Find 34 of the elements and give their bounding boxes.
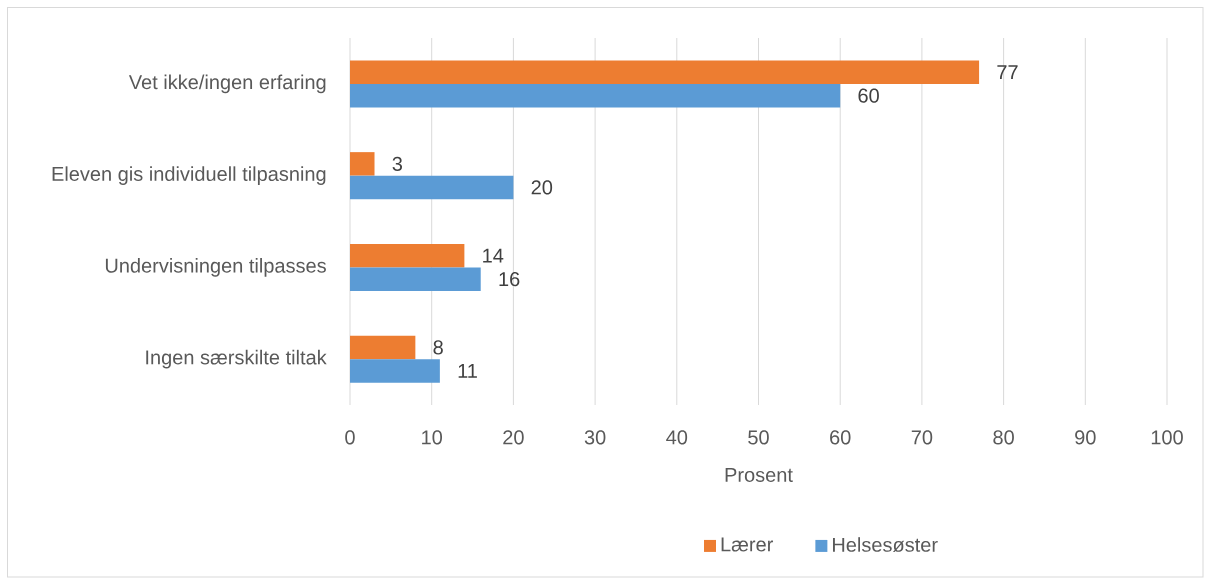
x-tick-label: 60 [830,430,851,445]
x-tick-label: 50 [748,430,769,445]
x-tick-label: 10 [422,430,443,445]
legend-label: Helsesøster [833,537,938,553]
bar [350,60,980,84]
data-label: 3 [392,156,403,171]
x-tick-label: 20 [503,430,524,445]
bar [350,335,416,360]
x-tick-label: 100 [1151,430,1183,445]
bar [350,83,841,108]
data-label: 16 [499,272,520,287]
y-tick-label: Undervisningen tilpasses [105,258,326,277]
x-tick-label: 80 [993,430,1014,445]
x-tick-label: 90 [1075,430,1096,445]
bar [350,359,440,383]
data-label: 8 [433,340,443,355]
data-label: 11 [458,364,477,378]
y-tick-label: Eleven gis individuell tilpasning [52,166,326,185]
y-tick-label: Vet ikke/ingen erfaring [128,74,326,94]
x-tick-label: 40 [666,430,688,445]
x-tick-label: 30 [584,430,606,445]
y-tick-label: Ingen særskilte tiltak [146,349,327,369]
x-axis-title: Prosent [725,468,793,482]
data-label: 14 [483,248,504,263]
bar [350,152,375,176]
data-label: 77 [997,65,1018,80]
data-label: 60 [858,88,879,103]
bar [350,243,465,268]
x-tick-label: 70 [911,430,933,445]
bar [350,267,481,291]
bar [350,175,514,200]
data-label: 20 [531,180,553,195]
x-tick-label: 0 [345,430,355,445]
legend-label: Lærer [721,537,774,552]
